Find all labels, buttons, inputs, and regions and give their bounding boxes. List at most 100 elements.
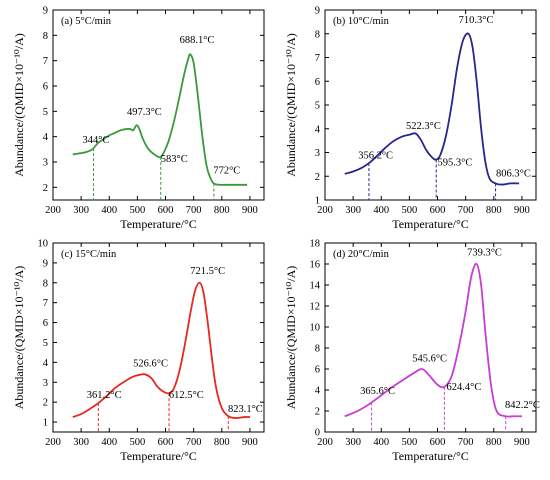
panel-label: (a) 5°C/min	[61, 16, 112, 27]
x-tick-label: 800	[214, 205, 230, 216]
series-line	[72, 53, 248, 186]
y-tick-label: 9	[315, 6, 320, 17]
y-tick-label: 3	[315, 148, 320, 159]
y-tick-label: 12	[310, 302, 321, 313]
annotation-label: 522.3°C	[406, 121, 441, 132]
y-tick-label: 6	[43, 82, 48, 93]
y-tick-label: 2	[43, 183, 48, 194]
annotation-label: 624.4°C	[447, 382, 482, 393]
x-tick-label: 900	[514, 437, 530, 448]
y-tick-label: 8	[315, 29, 320, 40]
y-tick-label: 8	[315, 344, 320, 355]
chart-panel-3: 200 300 400 500 600 700 800 900 1 2 3 4 5 6 7 8 9 10 Tempe…	[12, 239, 265, 463]
y-axis-title: Abundance/(QMID×10⁻¹⁰/A)	[284, 266, 298, 409]
x-tick-label: 900	[242, 437, 258, 448]
plot-frame	[324, 242, 537, 433]
x-axis-title: Temperature/°C	[120, 217, 197, 231]
y-tick-label: 8	[43, 31, 48, 42]
x-tick-label: 300	[345, 205, 361, 216]
x-tick-label: 900	[242, 205, 258, 216]
annotation-label: 842.2°C	[505, 400, 540, 411]
x-tick-label: 300	[345, 437, 361, 448]
annotation-label: 526.6°C	[133, 358, 168, 369]
annotation-label: 612.5°C	[169, 390, 204, 401]
y-tick-label: 3	[43, 158, 48, 169]
y-tick-label: 10	[310, 323, 321, 334]
y-tick-label: 8	[43, 278, 48, 289]
y-tick-label: 7	[315, 53, 320, 64]
x-tick-label: 300	[73, 205, 89, 216]
x-tick-label: 200	[317, 205, 333, 216]
annotation-label: 739.3°C	[467, 248, 502, 259]
annotation-label: 545.6°C	[412, 354, 447, 365]
y-tick-label: 3	[43, 378, 48, 389]
y-tick-label: 0	[315, 428, 320, 439]
series-line	[344, 262, 522, 418]
x-tick-label: 400	[101, 205, 117, 216]
y-axis-title: Abundance/(QMID×10⁻¹⁰/A)	[12, 33, 26, 176]
y-tick-label: 5	[43, 107, 48, 118]
x-tick-label: 600	[158, 205, 174, 216]
annotation-label: 595.3°C	[438, 158, 473, 169]
x-axis-title: Temperature/°C	[392, 449, 469, 463]
plot-frame	[52, 9, 265, 201]
y-axis-title: Abundance/(QMID×10⁻¹⁰/A)	[12, 266, 26, 409]
y-tick-label: 4	[315, 124, 321, 135]
chart-panel-2: 200 300 400 500 600 700 800 900 1 2 3 4 5 6 7 8 9 Tempera…	[284, 6, 537, 231]
y-tick-label: 2	[43, 398, 48, 409]
series-line	[344, 32, 520, 186]
panel-label: (b) 10°C/min	[333, 16, 390, 27]
x-tick-label: 800	[486, 205, 502, 216]
x-tick-label: 900	[514, 205, 530, 216]
y-tick-label: 9	[43, 258, 48, 269]
y-tick-label: 18	[310, 239, 321, 250]
annotation-label: 583°C	[161, 154, 188, 165]
x-tick-label: 600	[158, 437, 174, 448]
series-line	[72, 281, 250, 419]
y-tick-label: 4	[43, 358, 49, 369]
y-tick-label: 5	[315, 101, 320, 112]
x-tick-label: 700	[458, 205, 474, 216]
y-tick-label: 7	[43, 56, 48, 67]
y-tick-label: 4	[43, 132, 49, 143]
annotation-label: 772°C	[213, 165, 240, 176]
y-tick-label: 6	[315, 365, 320, 376]
annotation-label: 806.3°C	[496, 168, 531, 179]
annotation-label: 365.6°C	[360, 386, 395, 397]
y-tick-label: 6	[315, 77, 320, 88]
panel-label: (d) 20°C/min	[333, 249, 390, 260]
y-tick-label: 1	[43, 418, 48, 429]
panel-label: (c) 15°C/min	[61, 249, 117, 260]
x-tick-label: 700	[186, 437, 202, 448]
y-tick-label: 4	[315, 386, 321, 397]
x-axis-title: Temperature/°C	[120, 449, 197, 463]
x-tick-label: 600	[430, 205, 446, 216]
y-axis-title: Abundance/(QMID×10⁻¹⁰/A)	[284, 33, 298, 176]
x-tick-label: 800	[486, 437, 502, 448]
y-tick-label: 6	[43, 318, 48, 329]
annotation-label: 344°C	[83, 135, 110, 146]
x-tick-label: 600	[430, 437, 446, 448]
annotation-label: 823.1°C	[228, 404, 263, 415]
y-tick-label: 5	[43, 338, 48, 349]
y-tick-label: 9	[43, 6, 48, 17]
annotation-label: 361.2°C	[87, 390, 122, 401]
annotation-label: 721.5°C	[190, 266, 225, 277]
annotation-label: 688.1°C	[180, 35, 215, 46]
annotation-label: 710.3°C	[459, 15, 494, 26]
x-tick-label: 400	[373, 205, 389, 216]
x-tick-label: 500	[130, 205, 146, 216]
x-tick-label: 200	[45, 437, 61, 448]
y-tick-label: 2	[315, 172, 320, 183]
x-tick-label: 700	[458, 437, 474, 448]
annotation-label: 356.2°C	[358, 150, 393, 161]
x-tick-label: 400	[101, 437, 117, 448]
x-tick-label: 200	[317, 437, 333, 448]
x-axis-title: Temperature/°C	[392, 217, 469, 231]
y-tick-label: 2	[315, 407, 320, 418]
y-tick-label: 7	[43, 298, 48, 309]
x-tick-label: 500	[130, 437, 146, 448]
x-tick-label: 200	[45, 205, 61, 216]
annotation-label: 497.3°C	[127, 107, 162, 118]
